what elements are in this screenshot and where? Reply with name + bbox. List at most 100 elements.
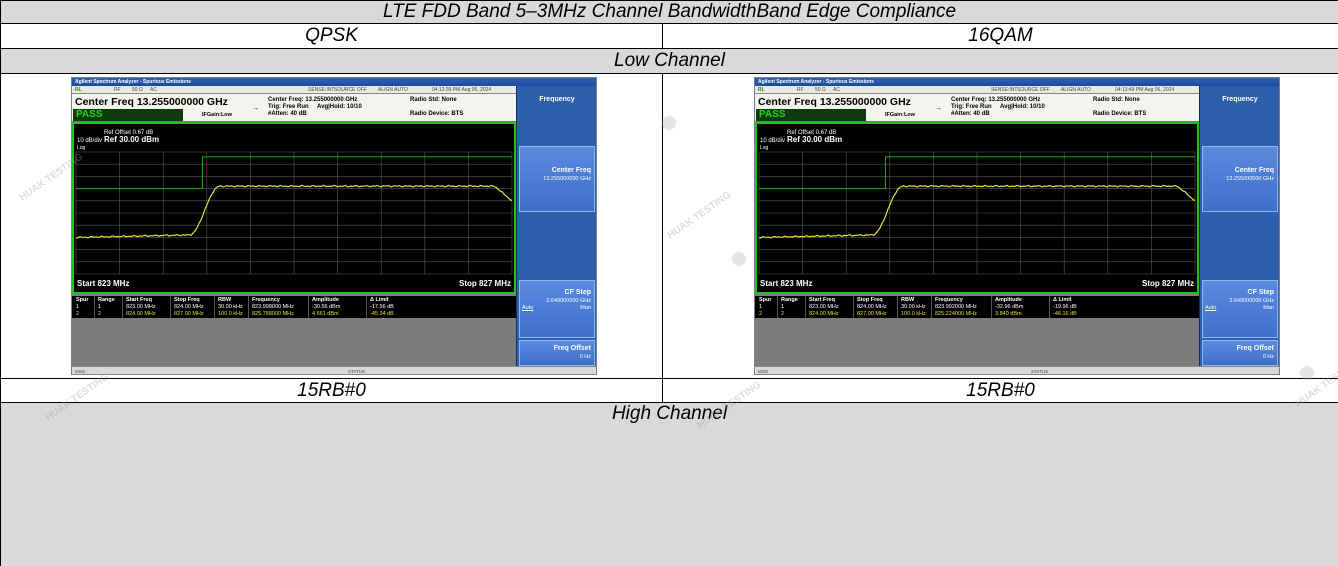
status-source: SOURCE OFF bbox=[1017, 87, 1050, 93]
center-freq-readout[interactable]: Center Freq 13.255000000 GHz bbox=[758, 96, 911, 108]
sweep-atten: #Atten: 40 dB bbox=[951, 111, 990, 117]
spur-results-table: Spur Range Start Freq Stop Freq RBW Freq… bbox=[72, 294, 516, 366]
ifgain-readout: IFGain:Low bbox=[885, 112, 915, 118]
limit-line bbox=[759, 156, 1195, 190]
status-time: 04:12:35 PM Aug 06, 2024 bbox=[432, 87, 492, 93]
measurement-trace bbox=[758, 184, 1196, 239]
msg-label: MSG bbox=[758, 369, 769, 374]
plot-gridlines bbox=[75, 151, 513, 275]
spectrum-trace-svg: Ref Offset 0.67 dB 10 dB/div Ref 30.00 d… bbox=[75, 130, 513, 288]
spectrum-trace-svg: Ref Offset 0.67 dB 10 dB/div Ref 30.00 d… bbox=[758, 130, 1196, 288]
cf-step-man[interactable]: Man bbox=[1263, 305, 1274, 311]
scale-label: 10 dB/div bbox=[760, 138, 785, 144]
instrument-status-line: RL RF 50 Ω AC SENSE:INT SOURCE OFF ALIGN… bbox=[72, 86, 516, 94]
cf-step-softkey[interactable]: CF Step 2.649000000 GHz Auto Man bbox=[1202, 280, 1278, 338]
status-sense: SENSE:INT bbox=[991, 87, 1018, 93]
softkey-panel: Frequency Center Freq 13.255000000 GHz C… bbox=[516, 86, 596, 366]
spectrum-plot[interactable]: Ref Offset 0.67 dB 10 dB/div Ref 30.00 d… bbox=[755, 122, 1199, 294]
softkey-panel: Frequency Center Freq 13.255000000 GHz C… bbox=[1199, 86, 1279, 366]
limit-line bbox=[76, 156, 512, 190]
radio-info: Radio Std: None Radio Device: BTS bbox=[410, 97, 463, 118]
trigger-arrow-icon: → bbox=[935, 105, 942, 112]
status-source: SOURCE OFF bbox=[334, 87, 367, 93]
measurement-trace bbox=[75, 184, 513, 239]
col-delta-limit: Δ Limit bbox=[1053, 297, 1072, 303]
measurement-info-bar: Center Freq 13.255000000 GHz PASS IFGain… bbox=[72, 94, 516, 122]
center-freq-softkey[interactable]: Center Freq 13.255000000 GHz bbox=[1202, 146, 1278, 212]
radio-device: Radio Device: BTS bbox=[1093, 111, 1147, 117]
col-spur: Spur bbox=[759, 297, 772, 303]
ref-offset-label: Ref Offset 0.67 dB bbox=[104, 130, 153, 136]
scale-label: 10 dB/div bbox=[77, 138, 102, 144]
spur-table-header: Spur Range Start Freq Stop Freq RBW Freq… bbox=[755, 296, 1199, 304]
radio-device: Radio Device: BTS bbox=[410, 111, 464, 117]
center-freq-softkey[interactable]: Center Freq 13.255000000 GHz bbox=[519, 146, 595, 212]
cf-step-auto[interactable]: Auto bbox=[1205, 305, 1217, 311]
col-amplitude: Amplitude bbox=[995, 297, 1022, 303]
status-align: ALIGN AUTO bbox=[1061, 87, 1091, 93]
log-label: Log bbox=[760, 145, 769, 151]
sweep-info: Center Freq: 13.255000000 GHz Trig: Free… bbox=[268, 97, 362, 118]
table-row[interactable]: 2 2 824.00 MHz 827.00 MHz 100.0 kHz 825.… bbox=[72, 311, 516, 318]
column-header-16qam: 16QAM bbox=[661, 23, 1338, 49]
col-frequency: Frequency bbox=[935, 297, 963, 303]
freq-offset-softkey[interactable]: Freq Offset 0 Hz bbox=[519, 340, 595, 366]
analyzer-screenshot: Agilent Spectrum Analyzer - Spurious Emi… bbox=[71, 77, 597, 375]
pass-indicator: PASS bbox=[73, 109, 183, 121]
col-start-freq: Start Freq bbox=[809, 297, 835, 303]
col-rbw: RBW bbox=[218, 297, 232, 303]
status-ac: AC bbox=[150, 87, 157, 93]
message-bar: MSG STATUS bbox=[755, 366, 1279, 374]
stop-freq-label: Stop 827 MHz bbox=[459, 279, 511, 288]
analyzer-screenshot: Agilent Spectrum Analyzer - Spurious Emi… bbox=[754, 77, 1280, 375]
sweep-info: Center Freq: 13.255000000 GHz Trig: Free… bbox=[951, 97, 1045, 118]
status-rl: RL bbox=[75, 87, 82, 93]
analyzer-title-bar: Agilent Spectrum Analyzer - Spurious Emi… bbox=[755, 78, 1279, 86]
freq-offset-softkey[interactable]: Freq Offset 0 Hz bbox=[1202, 340, 1278, 366]
col-frequency: Frequency bbox=[252, 297, 280, 303]
measurement-info-bar: Center Freq 13.255000000 GHz PASS IFGain… bbox=[755, 94, 1199, 122]
ref-level-label: Ref 30.00 dBm bbox=[787, 135, 842, 144]
cf-step-softkey[interactable]: CF Step 2.649000000 GHz Auto Man bbox=[519, 280, 595, 338]
screenshot-cell-16qam: Agilent Spectrum Analyzer - Spurious Emi… bbox=[661, 73, 1338, 379]
log-label: Log bbox=[77, 145, 86, 151]
cf-step-man[interactable]: Man bbox=[580, 305, 591, 311]
sweep-trigger: Trig: Free Run Avg|Hold: 10/10 bbox=[268, 104, 362, 110]
start-freq-label: Start 823 MHz bbox=[760, 279, 812, 288]
ref-offset-label: Ref Offset 0.67 dB bbox=[787, 130, 836, 136]
high-channel-label: High Channel bbox=[0, 402, 1338, 566]
radio-info: Radio Std: None Radio Device: BTS bbox=[1093, 97, 1146, 118]
status-label: STATUS bbox=[1031, 369, 1049, 374]
spur-results-table: Spur Range Start Freq Stop Freq RBW Freq… bbox=[755, 294, 1199, 366]
sweep-avg-hold: Avg|Hold: 10/10 bbox=[1000, 104, 1045, 110]
table-row[interactable]: 2 2 824.00 MHz 827.00 MHz 100.0 kHz 825.… bbox=[755, 311, 1199, 318]
start-freq-label: Start 823 MHz bbox=[77, 279, 129, 288]
cf-step-auto[interactable]: Auto bbox=[522, 305, 534, 311]
instrument-status-line: RL RF 50 Ω AC SENSE:INT SOURCE OFF ALIGN… bbox=[755, 86, 1199, 94]
status-time: 04:13:49 PM Aug 06, 2024 bbox=[1115, 87, 1175, 93]
table-row[interactable]: 1 1 823.00 MHz 824.00 MHz 30.00 kHz 823.… bbox=[755, 304, 1199, 311]
screenshot-cell-qpsk: Agilent Spectrum Analyzer - Spurious Emi… bbox=[0, 73, 663, 379]
report-title: LTE FDD Band 5–3MHz Channel BandwidthBan… bbox=[0, 0, 1338, 24]
caption-16qam: 15RB#0 bbox=[661, 378, 1338, 403]
spur-table-header: Spur Range Start Freq Stop Freq RBW Freq… bbox=[72, 296, 516, 304]
col-spur: Spur bbox=[76, 297, 89, 303]
watermark-logo-icon bbox=[662, 116, 676, 130]
table-row[interactable]: 1 1 823.00 MHz 824.00 MHz 30.00 kHz 823.… bbox=[72, 304, 516, 311]
spectrum-plot[interactable]: Ref Offset 0.67 dB 10 dB/div Ref 30.00 d… bbox=[72, 122, 516, 294]
status-rl: RL bbox=[758, 87, 765, 93]
status-rf: RF bbox=[797, 87, 804, 93]
status-ohm: 50 Ω bbox=[132, 87, 143, 93]
watermark-logo-icon bbox=[732, 252, 746, 266]
center-freq-readout[interactable]: Center Freq 13.255000000 GHz bbox=[75, 96, 228, 108]
status-align: ALIGN AUTO bbox=[378, 87, 408, 93]
low-channel-label: Low Channel bbox=[0, 48, 1338, 74]
message-bar: MSG STATUS bbox=[72, 366, 596, 374]
softkey-menu-title: Frequency bbox=[1222, 96, 1258, 103]
sweep-center-freq: Center Freq: 13.255000000 GHz bbox=[268, 97, 358, 103]
sweep-trigger: Trig: Free Run Avg|Hold: 10/10 bbox=[951, 104, 1045, 110]
col-rbw: RBW bbox=[901, 297, 915, 303]
radio-std: Radio Std: None bbox=[1093, 97, 1140, 103]
pass-indicator: PASS bbox=[756, 109, 866, 121]
watermark-logo-icon bbox=[1300, 366, 1314, 380]
